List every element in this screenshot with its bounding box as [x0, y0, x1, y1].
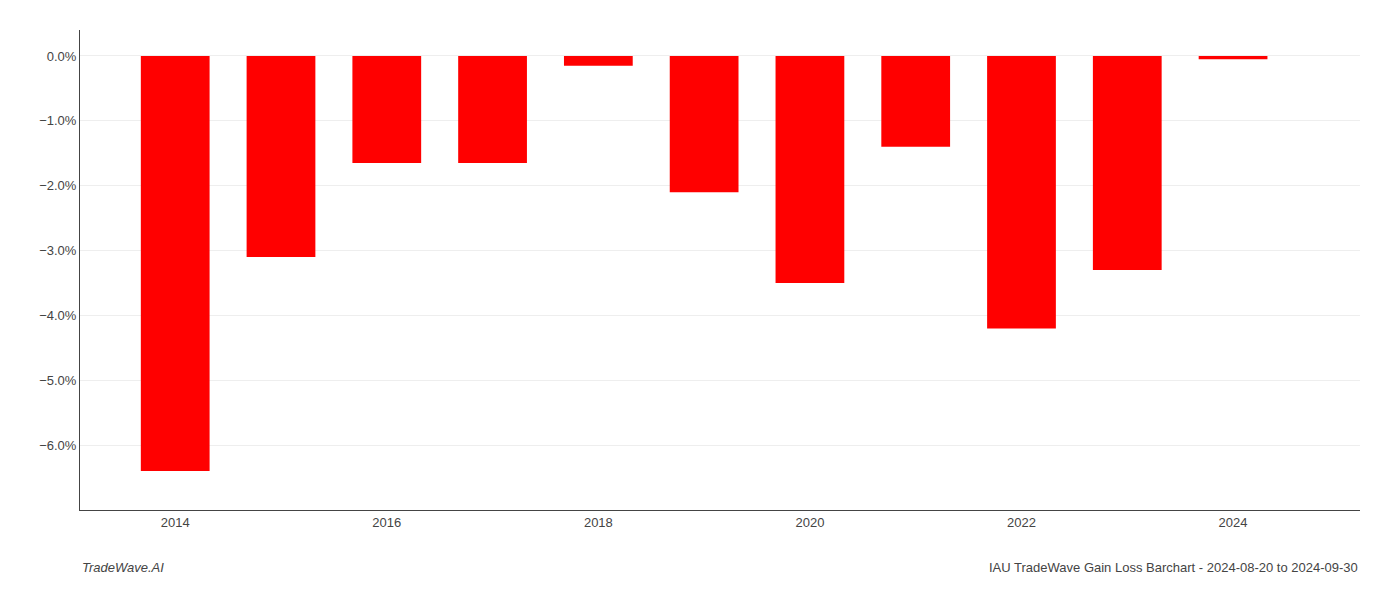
svg-text:2018: 2018 [584, 515, 613, 530]
svg-text:0.0%: 0.0% [47, 49, 77, 64]
svg-text:−3.0%: −3.0% [39, 243, 77, 258]
svg-text:−5.0%: −5.0% [39, 373, 77, 388]
svg-text:−4.0%: −4.0% [39, 308, 77, 323]
svg-text:−1.0%: −1.0% [39, 113, 77, 128]
svg-text:2022: 2022 [1007, 515, 1036, 530]
svg-text:−6.0%: −6.0% [39, 438, 77, 453]
svg-text:−2.0%: −2.0% [39, 178, 77, 193]
svg-text:IAU TradeWave Gain Loss Barcha: IAU TradeWave Gain Loss Barchart - 2024-… [989, 560, 1358, 575]
svg-text:2014: 2014 [161, 515, 190, 530]
svg-text:2024: 2024 [1219, 515, 1248, 530]
svg-text:TradeWave.AI: TradeWave.AI [82, 560, 164, 575]
svg-text:2020: 2020 [795, 515, 824, 530]
svg-text:2016: 2016 [372, 515, 401, 530]
